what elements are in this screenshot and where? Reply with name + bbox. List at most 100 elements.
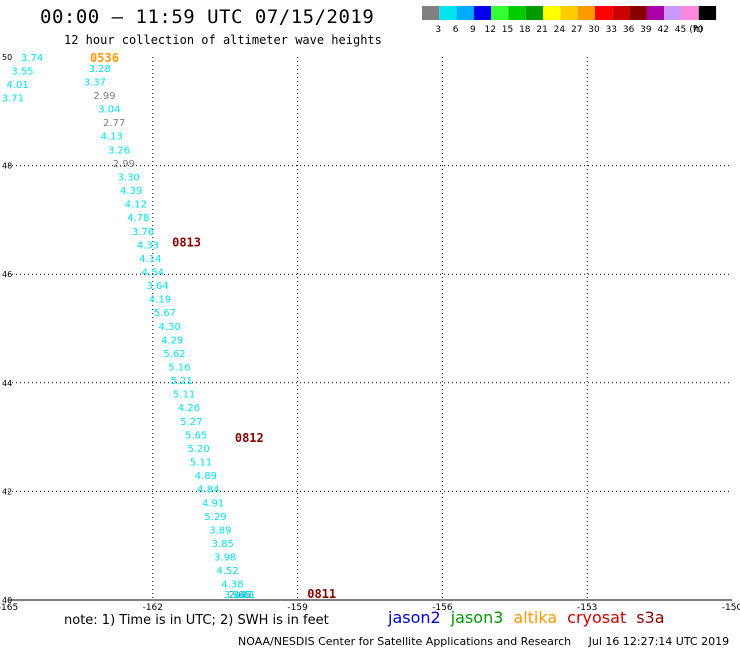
pass-time-label: 0536 [90,51,119,65]
swh-observation: 3.37 [84,77,106,88]
swh-observation: 4.89 [195,471,217,482]
lon-tick-label: -153 [577,603,597,610]
wave-height-map: -165 -162 -159 -156 -153 -150 50 48 46 44 42 40 3.74… [0,51,740,610]
credit-line: NOAA/NESDIS Center for Satellite Applica… [238,635,729,648]
colorbar-unit: (ft) [689,25,703,35]
colorbar-tick-label: 30 [588,25,600,35]
swh-observation: 3.55 [11,67,33,78]
colorbar-swatch [646,6,665,20]
swh-observation: 3.89 [209,525,231,536]
colorbar-tick-label: 6 [453,25,459,35]
swh-observation: 5.65 [185,430,207,441]
lat-tick-label: 50 [2,53,12,62]
colorbar-tick-label: 39 [640,25,652,35]
swh-observation: 4.52 [216,566,238,577]
swh-observation: 4.84 [197,485,219,496]
colorbar-tick-label: 36 [623,25,635,35]
lat-tick-label: 44 [2,379,12,388]
colorbar-tick-label: 45 [675,25,686,35]
swh-observation: 5.21 [171,376,193,387]
pass-time-label: 0811 [307,587,336,601]
swh-observation: 5.27 [180,417,202,428]
colorbar-swatch [664,6,682,20]
colorbar-tick-label: 21 [536,25,547,35]
swh-observation: 3.44 [224,590,246,601]
lon-tick-label: -165 [0,603,18,610]
lon-tick-label: -162 [143,603,163,610]
map-title: 00:00 – 11:59 UTC 07/15/2019 [40,6,375,28]
lat-tick-label: 42 [2,487,12,496]
colorbar-swatch [473,6,492,20]
colorbar-swatch [439,6,457,20]
pass-time-label: 0813 [172,236,201,250]
satellite-legend-item: cryosat [567,608,627,627]
swh-observation: 4.14 [139,254,161,265]
swh-observation: 3.01 [231,590,253,601]
swh-observation: 5.67 [154,308,176,319]
swh-observation: 3.74 [21,53,43,64]
swh-observation: 4.19 [149,295,171,306]
lat-tick-label: 48 [2,162,12,171]
colorbar-swatch [681,6,699,20]
swh-observation: 4.54 [142,267,164,278]
colorbar-tick-label: 15 [502,25,513,35]
colorbar-tick-label: 27 [571,25,582,35]
generated-timestamp: Jul 16 12:27:14 UTC 2019 [588,635,730,648]
colorbar-swatch [491,6,509,20]
colorbar-swatch [422,6,440,20]
swh-observation: 3.61 [233,590,255,601]
colorbar-tick-label: 70 [692,25,704,35]
colorbar-swatch [560,6,578,20]
colorbar-tick-label: 42 [657,25,668,35]
units-note: note: 1) Time is in UTC; 2) SWH is in fe… [64,613,329,628]
satellite-legend-item: s3a [636,608,665,627]
swh-observation: 4.13 [101,132,123,143]
colorbar-swatch [456,6,474,20]
swh-observation: 3.64 [146,281,168,292]
colorbar-tick-label: 3 [435,25,441,35]
swh-observation: 4.33 [137,240,159,251]
swh-observation: 4.12 [125,200,147,211]
colorbar-swatch [577,6,595,20]
swh-observation: 4.30 [159,322,181,333]
swh-observation: 5.20 [188,444,210,455]
colorbar-swatch [543,6,561,20]
swh-observation: 3.76 [132,227,154,238]
lon-tick-label: -150 [722,603,740,610]
swh-observation: 4.78 [127,213,149,224]
swh-observation: 5.11 [190,458,212,469]
swh-observation: 4.91 [202,498,224,509]
satellite-legend-item: jason3 [450,608,504,627]
colorbar-swatch [595,6,613,20]
swh-observation: 2.66 [229,590,251,601]
lon-tick-label: -156 [432,603,453,610]
colorbar-swatch [698,6,717,20]
lon-tick-label: -159 [287,603,308,610]
swh-observation: 3.28 [89,64,111,75]
swh-observation: 3.98 [214,553,236,564]
swh-observation: 4.26 [178,403,200,414]
colorbar-tick-label: 24 [554,25,566,35]
colorbar-swatch [629,6,647,20]
colorbar-swatch [508,6,526,20]
swh-observation: 2.77 [103,118,125,129]
swh-observation: 4.29 [161,335,183,346]
swh-observation: 4.39 [120,186,142,197]
colorbar-swatch [612,6,630,20]
lat-tick-label: 46 [2,270,12,279]
swh-observation: 2.99 [113,159,135,170]
swh-observation: 5.16 [168,363,190,374]
swh-observation: 3.30 [118,172,140,183]
swh-observation: 2.99 [93,91,115,102]
swh-observation: 3.04 [98,105,120,116]
satellite-legend: jason2 jason3 altika cryosat s3a [388,608,675,627]
swh-observation: 3.85 [212,539,234,550]
swh-observation: 3.26 [108,145,130,156]
colorbar-tick-label: 33 [606,25,617,35]
credit-text: NOAA/NESDIS Center for Satellite Applica… [238,635,572,648]
satellite-legend-item: altika [513,608,558,627]
satellite-legend-item: jason2 [388,608,441,627]
colorbar-tick-label: 12 [484,25,495,35]
swh-observation: 5.29 [204,512,226,523]
swh-observation: 3.71 [2,94,24,105]
